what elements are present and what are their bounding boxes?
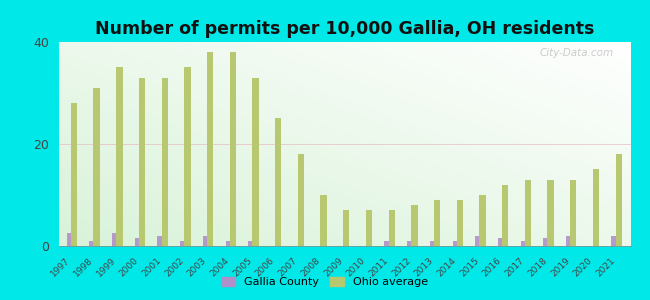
Bar — [525, 180, 531, 246]
Bar — [71, 103, 77, 246]
Bar — [502, 185, 508, 246]
Bar — [320, 195, 327, 246]
Bar — [139, 78, 145, 246]
Bar — [407, 241, 411, 246]
Text: City-Data.com: City-Data.com — [540, 48, 614, 58]
Bar — [298, 154, 304, 246]
Bar — [252, 78, 259, 246]
Bar — [411, 205, 417, 246]
Bar — [116, 68, 122, 246]
Title: Number of permits per 10,000 Gallia, OH residents: Number of permits per 10,000 Gallia, OH … — [95, 20, 594, 38]
Bar — [67, 233, 71, 246]
Bar — [180, 241, 184, 246]
Bar — [616, 154, 622, 246]
Bar — [498, 238, 502, 246]
Bar — [203, 236, 207, 246]
Bar — [457, 200, 463, 246]
Bar — [366, 210, 372, 246]
Bar — [207, 52, 213, 246]
Bar — [112, 233, 116, 246]
Legend: Gallia County, Ohio average: Gallia County, Ohio average — [218, 272, 432, 291]
Bar — [521, 241, 525, 246]
Bar — [570, 180, 577, 246]
Bar — [184, 68, 190, 246]
Bar — [430, 241, 434, 246]
Bar — [226, 241, 229, 246]
Bar — [543, 238, 547, 246]
Bar — [89, 241, 94, 246]
Bar — [434, 200, 440, 246]
Bar — [94, 88, 100, 246]
Bar — [389, 210, 395, 246]
Bar — [135, 238, 139, 246]
Bar — [229, 52, 236, 246]
Bar — [566, 236, 570, 246]
Bar — [275, 118, 281, 246]
Bar — [384, 241, 389, 246]
Bar — [452, 241, 457, 246]
Bar — [475, 236, 479, 246]
Bar — [612, 236, 616, 246]
Bar — [162, 78, 168, 246]
Bar — [248, 241, 252, 246]
Bar — [157, 236, 162, 246]
Bar — [479, 195, 486, 246]
Bar — [343, 210, 350, 246]
Bar — [547, 180, 554, 246]
Bar — [593, 169, 599, 246]
